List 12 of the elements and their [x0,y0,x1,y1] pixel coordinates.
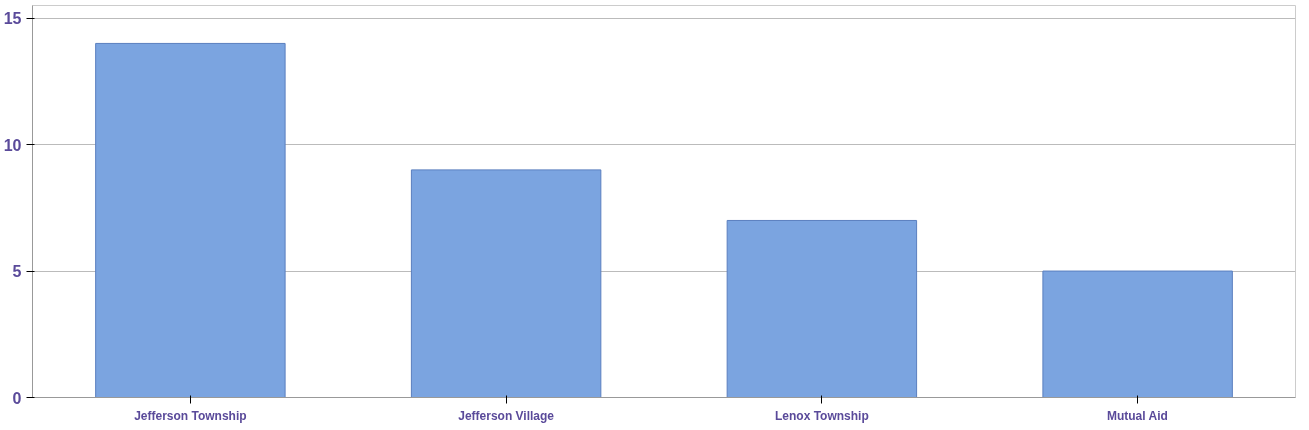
bar [95,42,286,398]
x-tick-label: Jefferson Township [134,408,247,423]
y-tick-label: 5 [12,263,22,281]
bar [1042,270,1233,398]
bar [726,219,918,398]
bar [410,169,602,398]
y-tick-label: 10 [3,136,22,154]
x-tick-label: Lenox Township [774,408,869,423]
y-tick-label: 15 [3,10,22,28]
x-tick-label: Mutual Aid [1106,408,1168,423]
x-tick-label: Jefferson Village [458,408,555,423]
y-tick-label: 0 [12,389,22,407]
